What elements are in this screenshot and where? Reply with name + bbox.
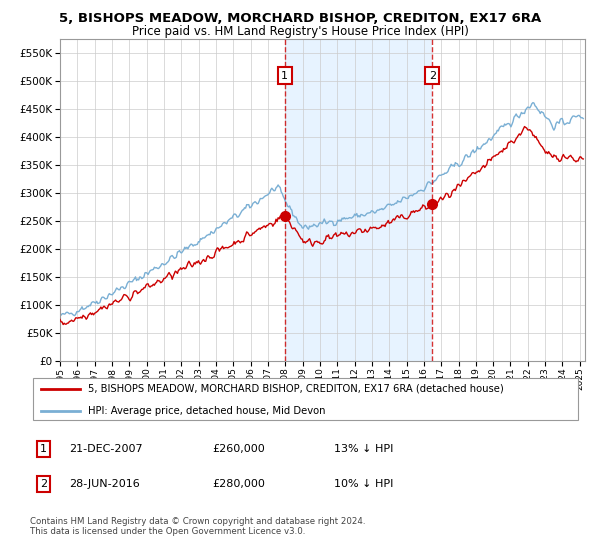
Text: HPI: Average price, detached house, Mid Devon: HPI: Average price, detached house, Mid …: [88, 406, 325, 416]
Text: £260,000: £260,000: [212, 444, 265, 454]
Text: 10% ↓ HPI: 10% ↓ HPI: [334, 479, 393, 489]
Bar: [285, 39, 433, 361]
Text: Contains HM Land Registry data © Crown copyright and database right 2024.
This d: Contains HM Land Registry data © Crown c…: [30, 517, 365, 536]
Text: 2: 2: [40, 479, 47, 489]
Text: 1: 1: [40, 444, 47, 454]
Text: 5, BISHOPS MEADOW, MORCHARD BISHOP, CREDITON, EX17 6RA: 5, BISHOPS MEADOW, MORCHARD BISHOP, CRED…: [59, 12, 541, 25]
Text: 5, BISHOPS MEADOW, MORCHARD BISHOP, CREDITON, EX17 6RA (detached house): 5, BISHOPS MEADOW, MORCHARD BISHOP, CRED…: [88, 384, 504, 394]
Text: 28-JUN-2016: 28-JUN-2016: [68, 479, 139, 489]
Text: £280,000: £280,000: [212, 479, 265, 489]
Text: 13% ↓ HPI: 13% ↓ HPI: [334, 444, 393, 454]
Text: 21-DEC-2007: 21-DEC-2007: [68, 444, 142, 454]
FancyBboxPatch shape: [33, 377, 578, 421]
Text: Price paid vs. HM Land Registry's House Price Index (HPI): Price paid vs. HM Land Registry's House …: [131, 25, 469, 38]
Text: 2: 2: [429, 71, 436, 81]
Text: 1: 1: [281, 71, 288, 81]
